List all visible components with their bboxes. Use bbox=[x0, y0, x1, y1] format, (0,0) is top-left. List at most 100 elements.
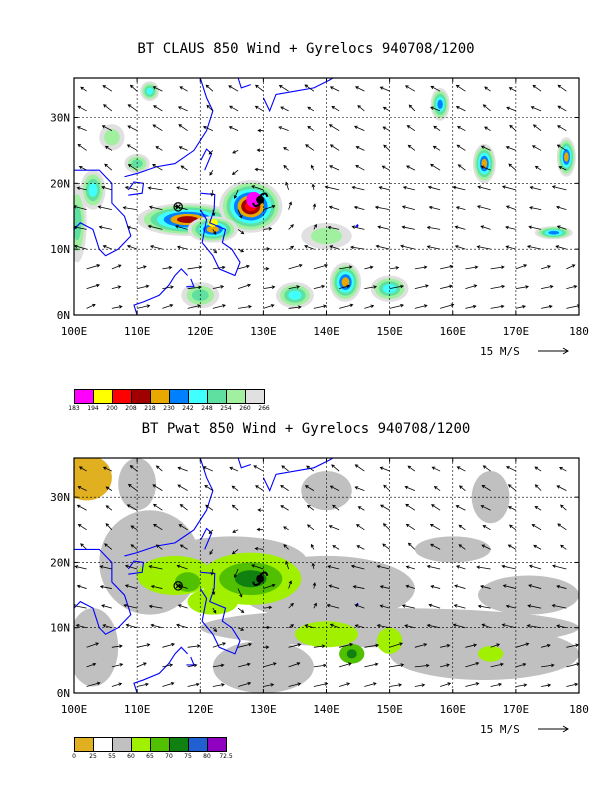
colorbar-label: 242 bbox=[182, 405, 194, 412]
claus-wind-vector-237 bbox=[508, 87, 517, 92]
pwat-wind-vector-65 bbox=[212, 627, 218, 632]
pwat-wind-vector-146 bbox=[231, 549, 239, 555]
pwat-wind-vector-145 bbox=[209, 549, 214, 555]
pwat-wind-vector-164 bbox=[178, 524, 188, 531]
claus-wind-vector-138 bbox=[529, 186, 542, 191]
claus-wind-vector-131 bbox=[351, 185, 365, 191]
claus-wind-vector-221 bbox=[102, 85, 113, 92]
claus-wind-vector-97 bbox=[505, 225, 516, 230]
claus-wind-vector-41 bbox=[111, 264, 122, 270]
colorbar-label: 194 bbox=[87, 405, 99, 412]
claus-field-67 bbox=[564, 152, 569, 162]
pwat-wind-vector-162 bbox=[130, 525, 138, 531]
claus-wind-vector-57 bbox=[515, 264, 528, 270]
claus-wind-vector-76 bbox=[476, 245, 491, 250]
claus-wind-vector-157 bbox=[508, 163, 517, 171]
claus-wind-vector-206 bbox=[229, 105, 239, 112]
claus-wind-vector-120 bbox=[76, 186, 87, 191]
claus-wind-vector-209 bbox=[307, 106, 315, 112]
pwat-wind-vector-219 bbox=[556, 485, 567, 491]
pwat-wind-vector-40 bbox=[86, 642, 100, 648]
colorbar-label: 230 bbox=[163, 405, 175, 412]
pwat-wind-vector-19 bbox=[566, 682, 579, 687]
pwat-wind-vector-64 bbox=[176, 623, 188, 629]
claus-wind-vector-185 bbox=[202, 125, 214, 132]
pwat-x-tick-label: 140E bbox=[313, 703, 340, 716]
claus-wind-vector-19 bbox=[566, 304, 579, 309]
claus-wind-vector-191 bbox=[353, 125, 365, 132]
pwat-wind-vector-28 bbox=[288, 662, 301, 668]
claus-wind-vector-65 bbox=[212, 248, 218, 254]
claus-wind-vector-151 bbox=[355, 165, 365, 171]
claus-wind-vector-103 bbox=[148, 205, 163, 211]
colorbar-label: 266 bbox=[258, 405, 270, 412]
claus-coastline-3 bbox=[200, 148, 213, 171]
claus-wind-vector-86 bbox=[237, 229, 245, 235]
pwat-wind-vector-110 bbox=[328, 584, 340, 589]
colorbar-label: 70 bbox=[165, 753, 173, 760]
claus-wind-vector-203 bbox=[153, 105, 163, 112]
claus-wind-vector-34 bbox=[440, 284, 453, 290]
pwat-wind-vector-233 bbox=[407, 465, 416, 472]
claus-field-78 bbox=[246, 191, 262, 208]
claus-wind-vector-218 bbox=[530, 106, 542, 112]
pwat-wind-vector-158 bbox=[533, 544, 542, 550]
colorbar-label: 183 bbox=[68, 405, 80, 412]
pwat-wind-vector-81 bbox=[101, 604, 112, 609]
pwat-wind-vector-238 bbox=[534, 466, 542, 472]
claus-wind-vector-152 bbox=[381, 165, 390, 171]
claus-wind-vector-156 bbox=[480, 165, 491, 171]
pwat-wind-vector-72 bbox=[376, 624, 390, 629]
claus-wind-vector-192 bbox=[382, 126, 390, 132]
pwat-wind-vector-94 bbox=[428, 603, 441, 609]
colorbar-swatch bbox=[245, 389, 265, 404]
colorbar-label: 25 bbox=[89, 753, 97, 760]
pwat-wind-vector-133 bbox=[405, 565, 415, 570]
pwat-wind-vector-62 bbox=[125, 623, 138, 629]
pwat-wind-vector-16 bbox=[490, 682, 503, 687]
claus-wind-vector-113 bbox=[401, 205, 415, 211]
pwat-wind-vector-105 bbox=[211, 588, 216, 596]
pwat-typhoon-icon bbox=[252, 571, 269, 587]
pwat-wind-vector-55 bbox=[465, 643, 478, 648]
claus-wind-vector-232 bbox=[379, 86, 390, 92]
claus-coastline-8 bbox=[237, 78, 251, 89]
pwat-wind-vector-192 bbox=[380, 504, 390, 511]
claus-wind-vector-140 bbox=[78, 165, 87, 171]
pwat-x-tick-label: 120E bbox=[187, 703, 214, 716]
claus-wind-vector-231 bbox=[355, 86, 365, 92]
pwat-wind-vector-173 bbox=[405, 523, 416, 531]
claus-wind-vector-210 bbox=[331, 106, 340, 112]
pwat-wind-vector-34 bbox=[440, 663, 450, 668]
pwat-wind-vector-49 bbox=[313, 644, 326, 648]
claus-wind-vector-35 bbox=[465, 284, 478, 290]
pwat-wind-vector-75 bbox=[452, 623, 466, 629]
claus-wind-vector-160 bbox=[77, 143, 87, 151]
pwat-wind-vector-12 bbox=[389, 683, 403, 687]
pwat-y-tick-label: 0N bbox=[57, 687, 70, 700]
claus-wind-vector-59 bbox=[566, 264, 576, 270]
claus-wind-vector-23 bbox=[162, 285, 174, 290]
claus-wind-vector-212 bbox=[382, 106, 390, 112]
claus-wind-vector-84 bbox=[174, 225, 188, 230]
pwat-coastline-1 bbox=[124, 458, 214, 557]
claus-coastline-0 bbox=[74, 169, 132, 257]
pwat-wind-vector-6 bbox=[238, 681, 252, 687]
pwat-field-16 bbox=[377, 627, 403, 654]
claus-wind-vector-199 bbox=[556, 125, 567, 132]
claus-wind-vector-31 bbox=[364, 285, 378, 290]
pwat-wind-vector-77 bbox=[501, 623, 516, 629]
claus-wind-vector-108 bbox=[288, 201, 293, 210]
claus-wind-vector-89 bbox=[313, 223, 317, 230]
claus-wind-vector-72 bbox=[375, 244, 390, 250]
colorbar-claus: 183 194 200 208 218 230 242 248 254 260 266 bbox=[68, 389, 274, 414]
pwat-wind-vector-107 bbox=[263, 583, 276, 589]
claus-wind-vector-139 bbox=[551, 185, 567, 191]
claus-wind-vector-75 bbox=[454, 245, 466, 250]
claus-wind-vector-197 bbox=[509, 124, 517, 131]
claus-wind-vector-121 bbox=[101, 185, 112, 191]
claus-field-41 bbox=[288, 290, 302, 300]
claus-wind-vector-178 bbox=[531, 145, 542, 151]
pwat-wind-vector-96 bbox=[477, 604, 491, 609]
claus-wind-vector-213 bbox=[408, 104, 416, 112]
